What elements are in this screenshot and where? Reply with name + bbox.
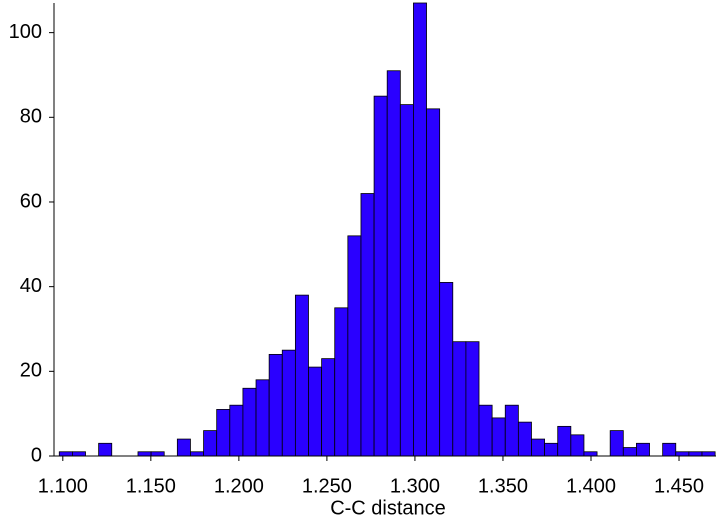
bar bbox=[583, 451, 598, 457]
bar bbox=[622, 447, 637, 457]
y-tick-label: 0 bbox=[31, 444, 42, 466]
bar bbox=[570, 434, 585, 457]
bar bbox=[360, 193, 375, 457]
bar bbox=[531, 438, 546, 457]
bar bbox=[675, 451, 690, 457]
y-tick-label: 20 bbox=[20, 360, 42, 382]
y-tick-label: 60 bbox=[20, 190, 42, 212]
bar bbox=[517, 421, 532, 457]
x-tick-label: 1.400 bbox=[566, 475, 616, 497]
bar bbox=[229, 404, 244, 457]
bar bbox=[413, 2, 427, 457]
bar bbox=[662, 442, 677, 457]
bar bbox=[281, 349, 296, 457]
x-tick-label: 1.350 bbox=[478, 475, 528, 497]
bar bbox=[373, 95, 388, 457]
bar bbox=[465, 341, 480, 457]
bar bbox=[150, 451, 165, 457]
bar bbox=[491, 417, 506, 457]
bar bbox=[557, 425, 572, 457]
bar bbox=[58, 451, 73, 457]
bar bbox=[504, 404, 519, 457]
bar bbox=[176, 438, 191, 457]
bar bbox=[452, 341, 467, 457]
bar bbox=[255, 379, 270, 457]
bar bbox=[688, 451, 703, 457]
y-tick-label: 80 bbox=[20, 106, 42, 128]
bar bbox=[137, 451, 152, 457]
bar bbox=[71, 451, 86, 457]
bar bbox=[609, 430, 624, 457]
bar bbox=[203, 430, 218, 457]
x-tick-label: 1.300 bbox=[390, 475, 440, 497]
bar bbox=[544, 442, 559, 457]
bar bbox=[439, 282, 454, 457]
bar bbox=[701, 451, 716, 457]
bar bbox=[216, 409, 231, 457]
bar bbox=[268, 353, 283, 457]
bar bbox=[399, 104, 414, 457]
x-tick-label: 1.250 bbox=[302, 475, 352, 497]
x-tick-label: 1.100 bbox=[38, 475, 88, 497]
bar bbox=[478, 404, 493, 457]
x-tick-label: 1.450 bbox=[654, 475, 704, 497]
bar bbox=[347, 235, 362, 457]
x-tick-label: 1.150 bbox=[126, 475, 176, 497]
x-axis-label: C-C distance bbox=[330, 497, 446, 519]
bar bbox=[636, 442, 650, 457]
bar bbox=[386, 70, 401, 457]
bar bbox=[98, 442, 113, 457]
x-tick-label: 1.200 bbox=[214, 475, 264, 497]
bar bbox=[294, 294, 309, 457]
bar bbox=[190, 451, 204, 457]
y-tick-label: 100 bbox=[9, 21, 42, 43]
bar bbox=[308, 366, 323, 457]
bar bbox=[242, 387, 257, 457]
bar bbox=[426, 108, 441, 457]
y-tick-label: 40 bbox=[20, 275, 42, 297]
bar bbox=[334, 307, 349, 457]
bar bbox=[321, 358, 336, 457]
